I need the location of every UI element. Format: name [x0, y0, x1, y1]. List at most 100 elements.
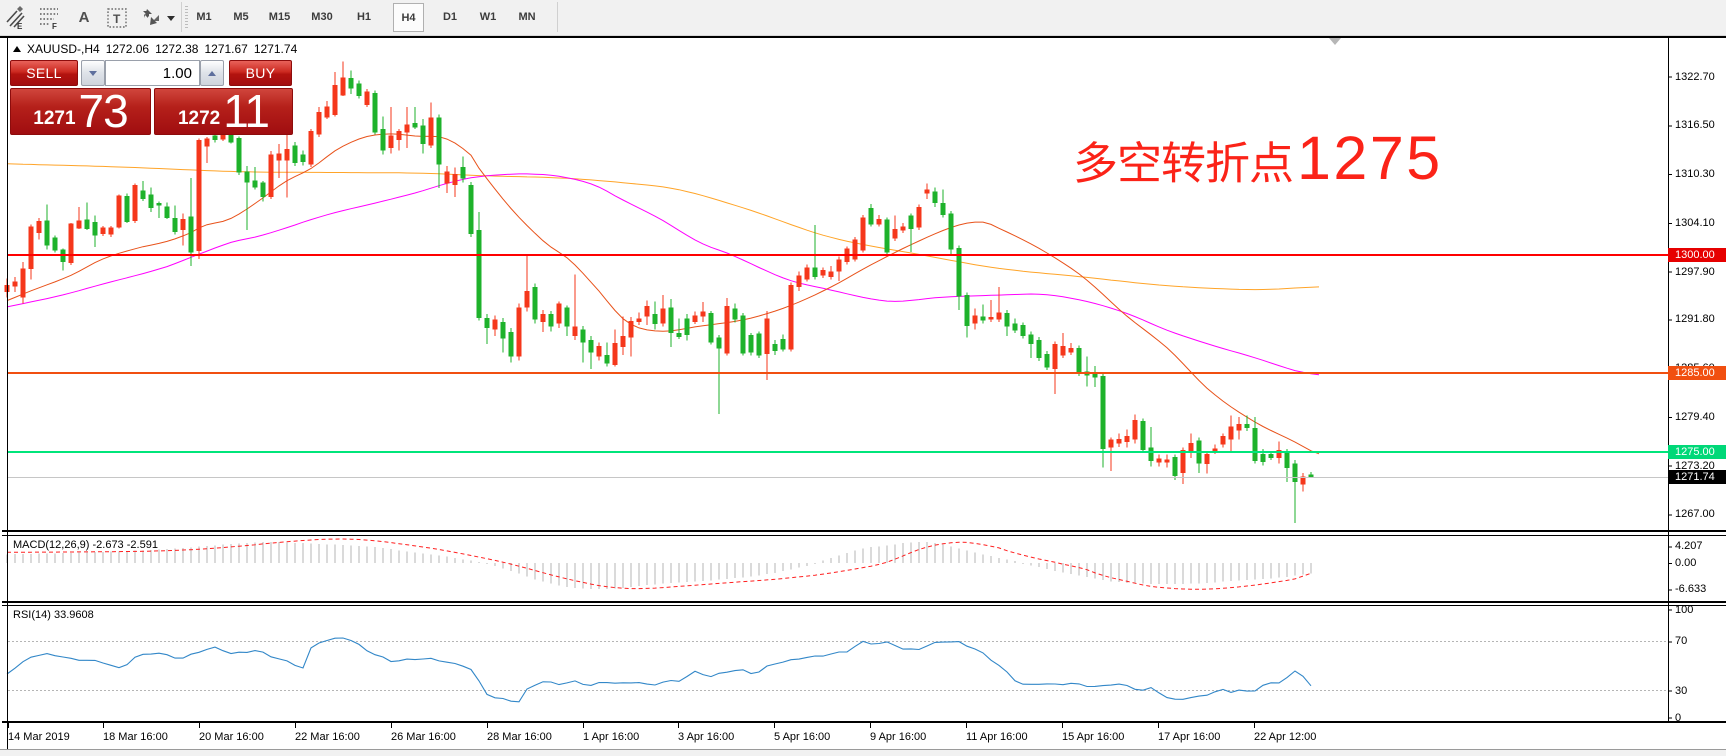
timeframe-mn[interactable]: MN	[518, 11, 536, 23]
macd-label: MACD(12,26,9) -2.673 -2.591	[13, 539, 158, 551]
volume-input[interactable]	[105, 60, 200, 86]
arrow-objects-icon[interactable]	[138, 3, 178, 32]
quote-line: XAUUSD-,H4 1272.06 1272.38 1271.67 1271.…	[13, 42, 297, 56]
annotation-digits: 1275	[1297, 127, 1443, 192]
ma-fast-vermilion	[6, 133, 1320, 455]
price-level-badge: 1275.00	[1668, 445, 1726, 459]
price-level-badge: 1285.00	[1668, 366, 1726, 380]
ask-pips: 11	[223, 85, 270, 138]
rsi-line	[6, 637, 1312, 703]
timeframe-m5[interactable]: M5	[233, 11, 249, 23]
time-tick-label: 3 Apr 16:00	[678, 731, 735, 743]
price-tick-label: 1297.90	[1675, 266, 1715, 278]
time-tick-label: 1 Apr 16:00	[583, 731, 640, 743]
price-tick-label: 1310.30	[1675, 168, 1715, 180]
text-box-icon[interactable]: T	[104, 3, 130, 32]
ma-slow-orange	[6, 163, 1320, 291]
annotation-glyph	[1250, 141, 1292, 183]
timeframe-m1[interactable]: M1	[196, 11, 212, 23]
annotation-glyph	[1162, 141, 1205, 183]
price-tick-label: 1279.40	[1675, 411, 1715, 423]
time-tick-label: 15 Apr 16:00	[1062, 731, 1125, 743]
timeframe-h1[interactable]: H1	[356, 11, 372, 23]
svg-text:E: E	[17, 22, 23, 30]
buy-button[interactable]: BUY	[229, 60, 292, 86]
price-tick-label: 1316.50	[1675, 119, 1715, 131]
price-level-badge: 1271.74	[1668, 470, 1726, 484]
macd-main-value: -2.673	[92, 539, 124, 551]
rsi-scale-label: 30	[1675, 685, 1688, 697]
rsi-scale-label: 100	[1675, 604, 1694, 616]
time-tick-label: 14 Mar 2019	[8, 731, 70, 743]
fibonacci-retracement-icon[interactable]: F	[38, 3, 62, 32]
ma-medium-magenta	[6, 173, 1320, 376]
ask-price-box[interactable]: 1272 11	[154, 88, 293, 135]
bid-line	[8, 477, 1668, 478]
time-tick-label: 9 Apr 16:00	[870, 731, 927, 743]
volume-decrease-button[interactable]	[81, 60, 105, 86]
rsi-scale-label: 0	[1675, 712, 1682, 724]
text-label-icon[interactable]: A	[78, 9, 90, 26]
annotation-glyph	[1206, 141, 1249, 183]
resistance-1300	[8, 254, 1668, 256]
svg-text:F: F	[52, 22, 57, 30]
one-click-trading-panel: SELL BUY 1271 73 1272 11	[10, 60, 293, 135]
quote-low: 1271.67	[204, 42, 248, 56]
rsi-label: RSI(14) 33.9608	[13, 609, 94, 621]
price-tick-label: 1273.20	[1675, 460, 1715, 472]
price-tick-label: 1291.80	[1675, 313, 1715, 325]
timeframe-h4[interactable]: H4	[393, 3, 424, 32]
svg-text:T: T	[113, 12, 121, 26]
caret-up-icon	[208, 70, 216, 76]
pivot-1275	[8, 451, 1668, 453]
time-tick-label: 26 Mar 16:00	[391, 731, 456, 743]
support-1285	[8, 372, 1668, 374]
price-up-icon	[13, 46, 21, 52]
rsi-scale-label: 70	[1675, 635, 1688, 647]
toolbar-separator-2	[557, 2, 558, 32]
price-tick-label: 1267.00	[1675, 508, 1715, 520]
macd-scale-label: 0.00	[1675, 557, 1697, 569]
quote-close: 1271.74	[253, 42, 298, 56]
time-tick-label: 20 Mar 16:00	[199, 731, 264, 743]
bid-big-figure: 1271	[33, 108, 76, 129]
time-tick-label: 17 Apr 16:00	[1158, 731, 1221, 743]
volume-increase-button[interactable]	[200, 60, 224, 86]
toolbar: E F A T	[0, 0, 1726, 36]
equidistant-channel-icon[interactable]: E	[4, 3, 28, 32]
price-tick-label: 1322.70	[1675, 71, 1715, 83]
toolbar-grip[interactable]	[185, 6, 188, 30]
bid-pips: 73	[78, 85, 129, 138]
quote-high: 1272.38	[155, 42, 199, 56]
quote-open: 1272.06	[105, 42, 150, 56]
macd-scale-label: -6.633	[1675, 583, 1707, 595]
bid-price-box[interactable]: 1271 73	[10, 88, 151, 135]
macd-signal-line	[6, 538, 1312, 590]
timeframe-m30[interactable]: M30	[311, 11, 333, 23]
time-tick-label: 22 Apr 12:00	[1254, 731, 1317, 743]
macd-signal-value: -2.591	[126, 539, 158, 551]
macd-histogram	[6, 541, 1312, 589]
caret-down-icon	[89, 70, 97, 76]
timeframe-w1[interactable]: W1	[479, 11, 497, 23]
time-tick-label: 28 Mar 16:00	[487, 731, 552, 743]
time-tick-label: 22 Mar 16:00	[295, 731, 360, 743]
rsi-value: 33.9608	[53, 609, 94, 621]
symbol-period: XAUUSD-,H4	[27, 42, 100, 56]
sell-button[interactable]: SELL	[10, 60, 78, 86]
annotation-glyph	[1076, 141, 1116, 183]
price-tick-label: 1304.10	[1675, 217, 1715, 229]
annotation-glyph	[1120, 140, 1159, 182]
timeframe-m15[interactable]: M15	[268, 11, 291, 23]
ask-big-figure: 1272	[177, 108, 221, 129]
time-tick-label: 11 Apr 16:00	[966, 731, 1028, 743]
macd-scale-label: 4.207	[1675, 540, 1703, 552]
candles-layer	[4, 61, 1314, 524]
time-tick-label: 5 Apr 16:00	[774, 731, 831, 743]
timeframe-d1[interactable]: D1	[442, 11, 458, 23]
time-tick-label: 18 Mar 16:00	[103, 731, 168, 743]
price-level-badge: 1300.00	[1668, 248, 1726, 262]
chart-annotation-text: 1275	[1076, 127, 1443, 192]
